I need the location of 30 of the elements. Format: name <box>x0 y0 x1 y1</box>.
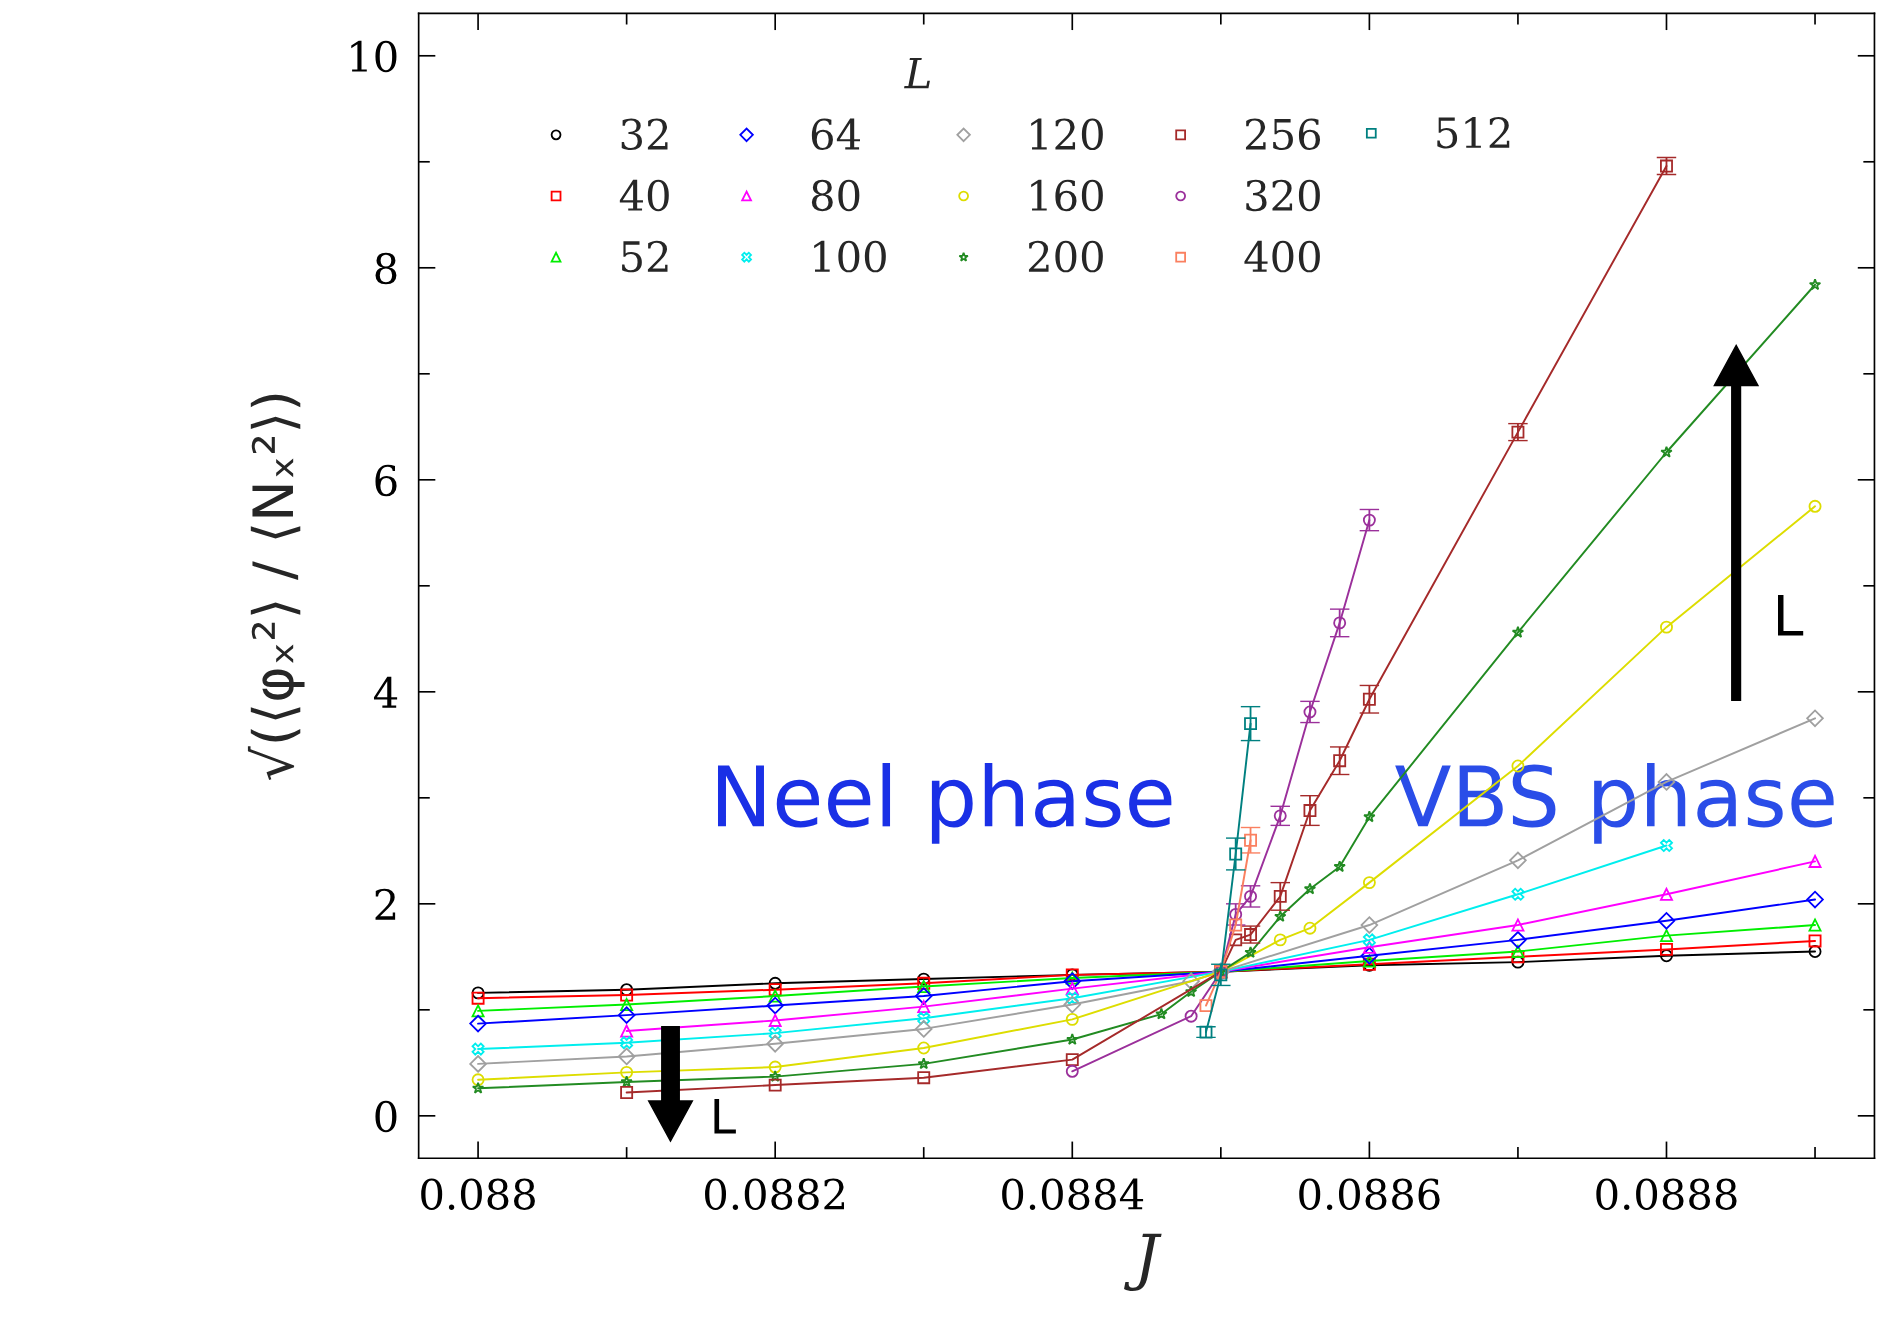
annotation: Neel phase <box>718 763 1172 844</box>
legend-label: 64 <box>811 118 860 151</box>
y-tick-label: 4 <box>373 676 398 708</box>
x-tick-label: 0.0886 <box>1299 1178 1440 1210</box>
x-tick-label: 0.0884 <box>1002 1178 1144 1210</box>
legend-label: 256 <box>1245 118 1321 151</box>
legend-label: 40 <box>619 179 669 212</box>
legend-label: 80 <box>811 179 860 212</box>
legend-label: 200 <box>1028 240 1103 273</box>
legend-label: 512 <box>1437 116 1510 149</box>
y-tick-label: 8 <box>375 252 397 285</box>
legend-label: 320 <box>1246 179 1320 212</box>
y-axis-title: √(⟨φₓ²⟩ / ⟨Nₓ²⟩) <box>247 394 305 780</box>
y-tick-label: 6 <box>375 464 397 497</box>
annotation: L <box>714 1099 736 1134</box>
legend-label: 100 <box>814 240 886 273</box>
y-tick-label: 0 <box>375 1100 397 1133</box>
y-tick-label: 2 <box>375 888 396 920</box>
legend-title: L <box>904 57 930 89</box>
legend-label: 400 <box>1244 240 1320 273</box>
x-tick-label: 0.0888 <box>1596 1178 1737 1210</box>
x-tick-label: 0.0882 <box>705 1178 844 1210</box>
legend-label: 32 <box>621 118 668 151</box>
annotation: L <box>1778 594 1804 636</box>
x-axis-title: J <box>1124 1233 1162 1292</box>
y-tick-label: 10 <box>351 40 397 73</box>
legend-label: 160 <box>1031 179 1103 212</box>
x-tick-label: 0.088 <box>421 1178 535 1210</box>
legend-label: 52 <box>622 240 668 273</box>
legend-label: 120 <box>1031 118 1103 151</box>
